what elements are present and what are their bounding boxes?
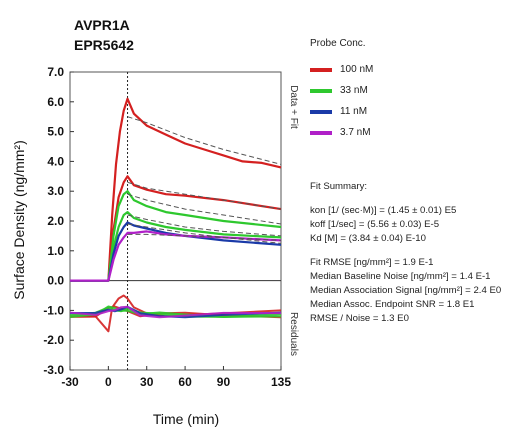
fit-line [127,233,282,241]
header-line2: EPR5642 [74,37,134,53]
y-tick-label: 5.0 [47,125,64,139]
legend-label: 100 nM [340,64,374,75]
legend-label: 11 nM [340,106,368,117]
legend-swatch [310,67,332,72]
legend-swatch [310,109,332,114]
fit-line [127,181,282,210]
y-tick-label: 0.0 [47,274,64,288]
fit-kon: kon [1/ (sec·M)] = (1.45 ± 0.01) E5 [310,205,457,216]
legend-swatch [310,130,332,135]
x-tick-label: 135 [271,375,291,389]
fit-line [127,214,282,237]
fit-line [127,116,282,165]
series-line [70,211,282,282]
fit-baseline-noise: Median Baseline Noise [ng/mm²] = 1.4 E-1 [310,271,491,282]
y-tick-label: -3.0 [43,363,64,377]
legend-item: 3.7 nM [310,122,500,143]
y-tick-label: -1.0 [43,303,64,317]
fit-assoc-signal: Median Association Signal [ng/mm²] = 2.4… [310,285,502,296]
residual-line [69,305,282,319]
x-tick-label: -30 [61,375,79,389]
legend-title: Probe Conc. [310,38,366,49]
y-axis-label: Surface Density (ng/mm²) [11,140,27,299]
y-tick-label: 2.0 [47,214,64,228]
fit-line [127,193,282,225]
fit-endpoint-snr: Median Assoc. Endpoint SNR = 1.8 E1 [310,299,475,310]
series-line [70,97,282,282]
fit-rmse: Fit RMSE [ng/mm²] = 1.9 E-1 [310,257,434,268]
x-tick-label: 30 [140,375,154,389]
right-label-bottom: Residuals [288,312,299,356]
x-axis-label: Time (min) [153,411,219,427]
fit-koff: koff [1/sec] = (5.56 ± 0.03) E-5 [310,219,440,230]
fit-summary: Fit Summary: kon [1/ (sec·M)] = (1.45 ± … [310,180,505,326]
x-tick-label: 0 [105,375,112,389]
plot-area: 7.0 6.0 5.0 4.0 3.0 2.0 1.0 0.0 -1.0 -2.0 -3.0-30 0… [43,65,291,389]
legend-item: 100 nM [310,59,500,80]
y-tick-label: 7.0 [47,65,64,79]
y-tick-label: 1.0 [47,244,64,258]
header-line1: AVPR1A [74,17,130,33]
y-tick-label: -2.0 [43,333,64,347]
legend-label: 33 nM [340,85,368,96]
x-tick-label: 60 [178,375,192,389]
y-tick-label: 3.0 [47,184,64,198]
legend-label: 3.7 nM [340,127,371,138]
fit-summary-title: Fit Summary: [310,181,368,192]
fit-kd: Kd [M] = (3.84 ± 0.04) E-10 [310,233,426,244]
x-tick-label: 90 [217,375,231,389]
legend: Probe Conc. 100 nM 33 nM 11 nM 3.7 nM [310,38,500,143]
legend-item: 33 nM [310,80,500,101]
fit-line [127,223,282,244]
y-tick-label: 4.0 [47,154,64,168]
legend-swatch [310,88,332,93]
plot-frame [69,71,282,371]
legend-item: 11 nM [310,101,500,122]
y-tick-label: 6.0 [47,95,64,109]
right-label-top: Data + Fit [288,85,299,129]
fit-rmse-noise: RMSE / Noise = 1.3 E0 [310,313,409,324]
